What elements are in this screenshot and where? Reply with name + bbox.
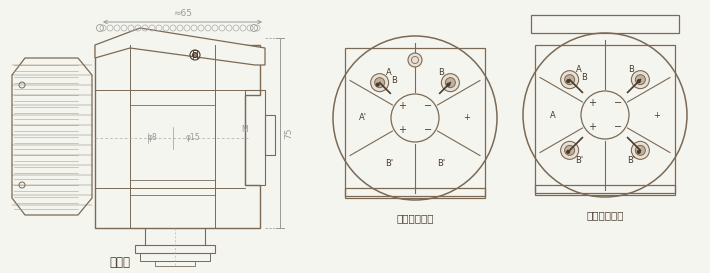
Text: 防水式: 防水式 <box>109 256 131 269</box>
Circle shape <box>192 52 197 58</box>
Text: +: + <box>654 111 660 120</box>
Circle shape <box>635 145 645 155</box>
Bar <box>531 15 679 33</box>
Circle shape <box>567 150 569 153</box>
Polygon shape <box>95 28 265 65</box>
Circle shape <box>561 71 579 89</box>
Text: A: A <box>576 66 582 75</box>
Circle shape <box>375 78 385 88</box>
Circle shape <box>581 91 629 139</box>
Circle shape <box>445 78 455 88</box>
Text: −: − <box>424 101 432 111</box>
Bar <box>345 48 485 196</box>
Circle shape <box>391 94 439 142</box>
Circle shape <box>631 71 650 89</box>
Bar <box>130 90 215 105</box>
Circle shape <box>635 75 645 85</box>
Text: 单支接线方法: 单支接线方法 <box>396 213 434 223</box>
Circle shape <box>371 74 388 92</box>
Text: B: B <box>581 73 587 82</box>
Bar <box>535 45 675 193</box>
Circle shape <box>638 80 640 83</box>
Polygon shape <box>12 58 92 215</box>
Text: +: + <box>464 114 471 123</box>
Text: −: − <box>614 98 622 108</box>
Polygon shape <box>95 45 260 228</box>
Circle shape <box>567 80 569 83</box>
Text: B': B' <box>627 156 635 165</box>
Circle shape <box>564 75 574 85</box>
Circle shape <box>376 83 379 86</box>
Text: B: B <box>391 76 397 85</box>
Bar <box>345 188 485 198</box>
Text: +: + <box>588 98 596 108</box>
Text: B: B <box>438 69 444 78</box>
Circle shape <box>408 53 422 67</box>
Text: −: − <box>424 125 432 135</box>
Circle shape <box>564 145 574 155</box>
Bar <box>135 245 215 253</box>
Text: +: + <box>588 122 596 132</box>
Circle shape <box>638 150 640 153</box>
Circle shape <box>631 141 650 159</box>
Circle shape <box>447 83 450 86</box>
Text: B': B' <box>575 156 583 165</box>
Text: B': B' <box>437 159 445 168</box>
Text: +: + <box>398 125 406 135</box>
Circle shape <box>561 141 579 159</box>
Text: ≈65: ≈65 <box>173 10 192 19</box>
Text: A: A <box>550 111 556 120</box>
Text: M: M <box>241 126 248 135</box>
Bar <box>535 185 675 195</box>
Text: A': A' <box>359 114 367 123</box>
Bar <box>130 180 215 195</box>
Text: −: − <box>614 122 622 132</box>
Text: A: A <box>386 69 392 78</box>
Text: 75: 75 <box>285 127 293 139</box>
Text: +: + <box>398 101 406 111</box>
Bar <box>245 90 265 185</box>
Bar <box>155 261 195 266</box>
Text: φ8: φ8 <box>148 133 158 143</box>
Text: B': B' <box>385 159 393 168</box>
Text: 双支接线方法: 双支接线方法 <box>586 210 624 220</box>
Text: B: B <box>628 66 634 75</box>
Bar <box>140 253 210 261</box>
Bar <box>265 115 275 155</box>
Circle shape <box>442 74 459 92</box>
Text: φ15: φ15 <box>186 133 200 143</box>
